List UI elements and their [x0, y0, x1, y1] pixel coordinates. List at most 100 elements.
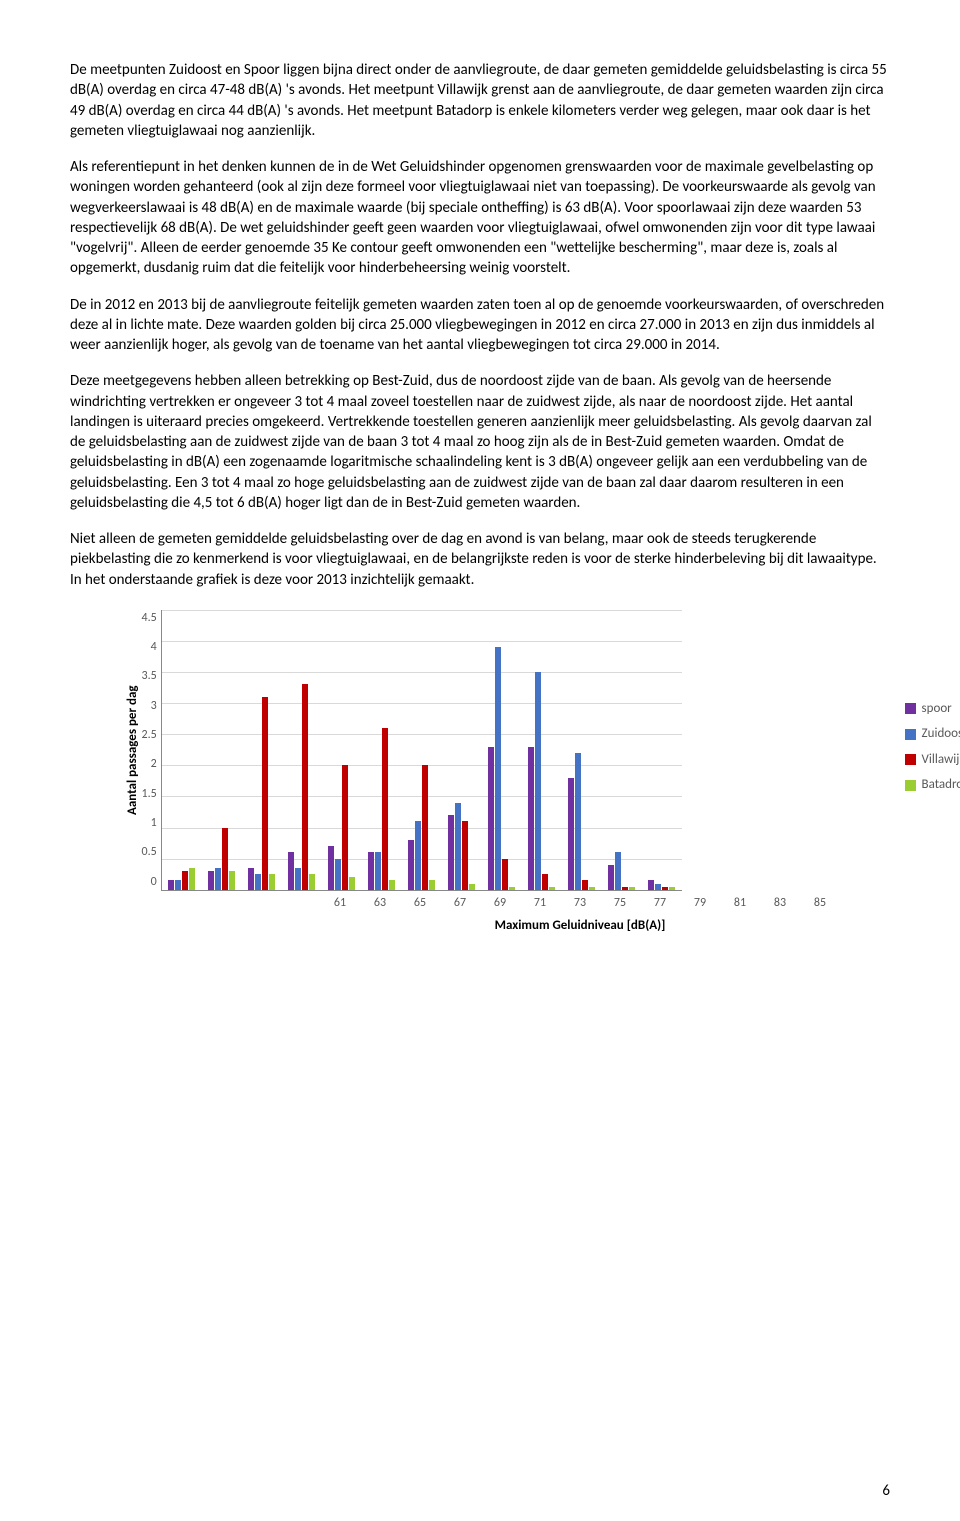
chart-bar — [568, 778, 574, 890]
chart-bar-group — [448, 803, 475, 890]
chart-x-axis-label: Maximum Geluidniveau [dB(A)] — [320, 917, 840, 935]
chart-x-tick: 77 — [640, 891, 680, 911]
chart-legend-item: Villawijk — [905, 751, 960, 769]
chart-y-tick: 1.5 — [142, 786, 157, 802]
chart-bar — [295, 868, 301, 890]
chart-bar — [429, 880, 435, 889]
chart-gridline — [162, 703, 682, 704]
chart-gridline — [162, 672, 682, 673]
chart-x-tick: 69 — [480, 891, 520, 911]
chart-x-tick: 79 — [680, 891, 720, 911]
chart-bar-group — [328, 765, 355, 889]
chart-y-axis: 4.5 4 3.5 3 2.5 2 1.5 1 0.5 0 — [142, 610, 161, 890]
chart-bar-group — [288, 684, 315, 889]
chart-y-tick: 3.5 — [142, 668, 157, 684]
chart-bar — [542, 874, 548, 890]
chart-x-tick: 65 — [400, 891, 440, 911]
chart-bar — [462, 821, 468, 889]
paragraph-3: De in 2012 en 2013 bij de aanvliegroute … — [70, 295, 890, 356]
chart-bar — [502, 859, 508, 890]
chart-bar — [549, 887, 555, 890]
chart-bar — [389, 880, 395, 889]
chart-bar — [302, 684, 308, 889]
paragraph-2: Als referentiepunt in het denken kunnen … — [70, 157, 890, 279]
chart-bar — [422, 765, 428, 889]
chart-y-tick: 4.5 — [142, 610, 157, 626]
paragraph-4: Deze meetgegevens hebben alleen betrekki… — [70, 371, 890, 513]
chart-y-tick: 2.5 — [142, 727, 157, 743]
chart-bar — [368, 852, 374, 889]
chart-bar — [189, 868, 195, 890]
chart-x-tick: 61 — [320, 891, 360, 911]
chart-x-tick: 73 — [560, 891, 600, 911]
chart-gridline — [162, 734, 682, 735]
chart-bar — [495, 647, 501, 890]
chart-bar — [168, 880, 174, 889]
legend-label: Batadrop — [922, 776, 960, 794]
chart-bar — [335, 859, 341, 890]
paragraph-1: De meetpunten Zuidoost en Spoor liggen b… — [70, 60, 890, 141]
chart-bar — [255, 874, 261, 890]
chart-bar — [382, 728, 388, 890]
chart-bar — [589, 887, 595, 890]
chart-x-tick: 75 — [600, 891, 640, 911]
chart-y-tick: 2 — [142, 756, 157, 772]
chart-bar — [662, 887, 668, 890]
legend-swatch-icon — [905, 780, 916, 791]
chart-legend: spoor Zuidoost Villawijk Batadrop — [905, 700, 960, 802]
chart-legend-item: spoor — [905, 700, 960, 718]
legend-label: Villawijk — [922, 751, 960, 769]
chart-bar — [229, 871, 235, 890]
chart-bar — [469, 884, 475, 890]
chart-bar — [608, 865, 614, 890]
chart-bar-group — [208, 828, 235, 890]
chart-bar — [448, 815, 454, 890]
chart-bar — [269, 874, 275, 890]
chart-bar — [175, 880, 181, 889]
chart-bar-group — [248, 697, 275, 890]
chart-bar — [648, 880, 654, 889]
chart-bar — [349, 877, 355, 889]
chart-bar — [408, 840, 414, 890]
chart-bar — [215, 868, 221, 890]
page-number: 6 — [882, 1481, 890, 1501]
chart-bar — [622, 887, 628, 890]
chart-bar-group — [488, 647, 515, 890]
chart-bar — [415, 821, 421, 889]
chart-y-tick: 4 — [142, 639, 157, 655]
chart-bar — [575, 753, 581, 890]
chart-bar-group — [648, 880, 675, 889]
chart-bar — [528, 747, 534, 890]
chart-bar — [582, 880, 588, 889]
chart-bar — [288, 852, 294, 889]
chart-bar — [309, 874, 315, 890]
chart-y-tick: 3 — [142, 698, 157, 714]
chart-bar — [248, 868, 254, 890]
chart-bar — [629, 887, 635, 890]
chart-y-tick: 1 — [142, 815, 157, 831]
chart-bar-group — [368, 728, 395, 890]
chart-bar — [455, 803, 461, 890]
chart-bar — [328, 846, 334, 890]
chart-gridline — [162, 610, 682, 611]
chart-bar — [669, 887, 675, 890]
legend-swatch-icon — [905, 703, 916, 714]
chart-x-tick: 81 — [720, 891, 760, 911]
chart-bar-group — [168, 868, 195, 890]
chart-bar — [615, 852, 621, 889]
chart-bar — [509, 887, 515, 890]
legend-label: spoor — [922, 700, 952, 718]
chart-bar — [655, 884, 661, 890]
chart-bar-group — [568, 753, 595, 890]
chart-bar-group — [528, 672, 555, 890]
chart-x-axis: 61636567697173757779818385 — [320, 891, 840, 911]
chart-y-tick: 0.5 — [142, 844, 157, 860]
chart-bar-group — [608, 852, 635, 889]
chart-bar — [342, 765, 348, 889]
chart-x-tick: 67 — [440, 891, 480, 911]
chart-gridline — [162, 641, 682, 642]
chart-legend-item: Zuidoost — [905, 725, 960, 743]
chart-y-tick: 0 — [142, 874, 157, 890]
chart-legend-item: Batadrop — [905, 776, 960, 794]
chart-bar — [182, 871, 188, 890]
